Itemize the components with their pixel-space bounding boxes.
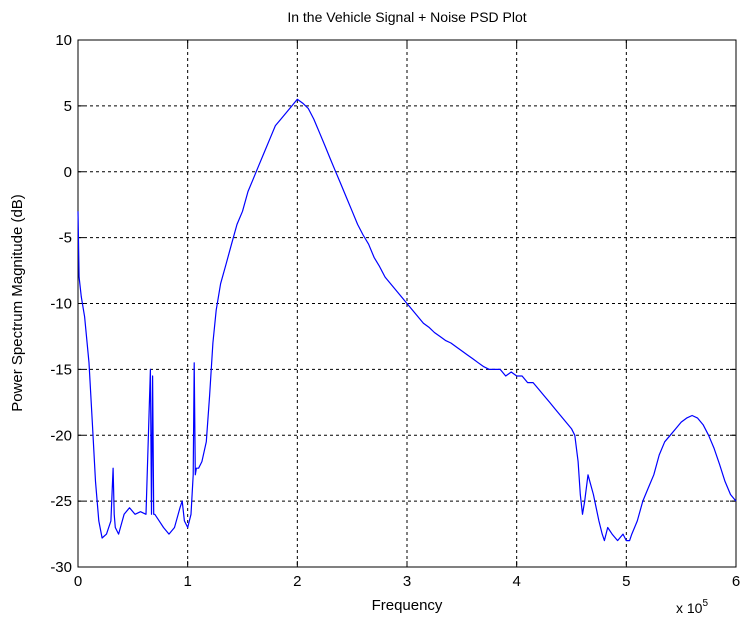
y-tick-label: -30 bbox=[50, 559, 72, 576]
x-tick-label: 0 bbox=[74, 573, 82, 590]
y-tick-label: 10 bbox=[55, 32, 72, 49]
grid-lines bbox=[78, 40, 736, 567]
tick-marks bbox=[77, 39, 737, 568]
x-multiplier-exponent: 5 bbox=[702, 598, 708, 609]
x-multiplier-base: x 10 bbox=[676, 600, 703, 616]
x-tick-label: 6 bbox=[732, 573, 740, 590]
y-tick-label: -10 bbox=[50, 296, 72, 313]
y-tick-labels: -30 -25 -20 -15 -10 -5 0 5 10 bbox=[50, 32, 72, 576]
x-tick-label: 1 bbox=[183, 573, 191, 590]
y-tick-label: -5 bbox=[59, 230, 72, 247]
y-axis-label: Power Spectrum Magnitude (dB) bbox=[9, 194, 26, 412]
y-tick-label: -25 bbox=[50, 493, 72, 510]
y-tick-label: 5 bbox=[64, 98, 72, 115]
chart-title: In the Vehicle Signal + Noise PSD Plot bbox=[287, 9, 526, 25]
x-tick-label: 3 bbox=[403, 573, 411, 590]
x-axis-multiplier: x 105 bbox=[676, 598, 708, 616]
x-tick-labels: 0 1 2 3 4 5 6 bbox=[74, 573, 740, 590]
x-axis-label: Frequency bbox=[372, 597, 443, 614]
y-tick-label: -15 bbox=[50, 361, 72, 378]
x-tick-label: 2 bbox=[293, 573, 301, 590]
y-tick-label: -20 bbox=[50, 427, 72, 444]
x-tick-label: 5 bbox=[622, 573, 630, 590]
psd-series-line bbox=[77, 98, 737, 542]
x-tick-label: 4 bbox=[512, 573, 520, 590]
y-tick-label: 0 bbox=[64, 164, 72, 181]
